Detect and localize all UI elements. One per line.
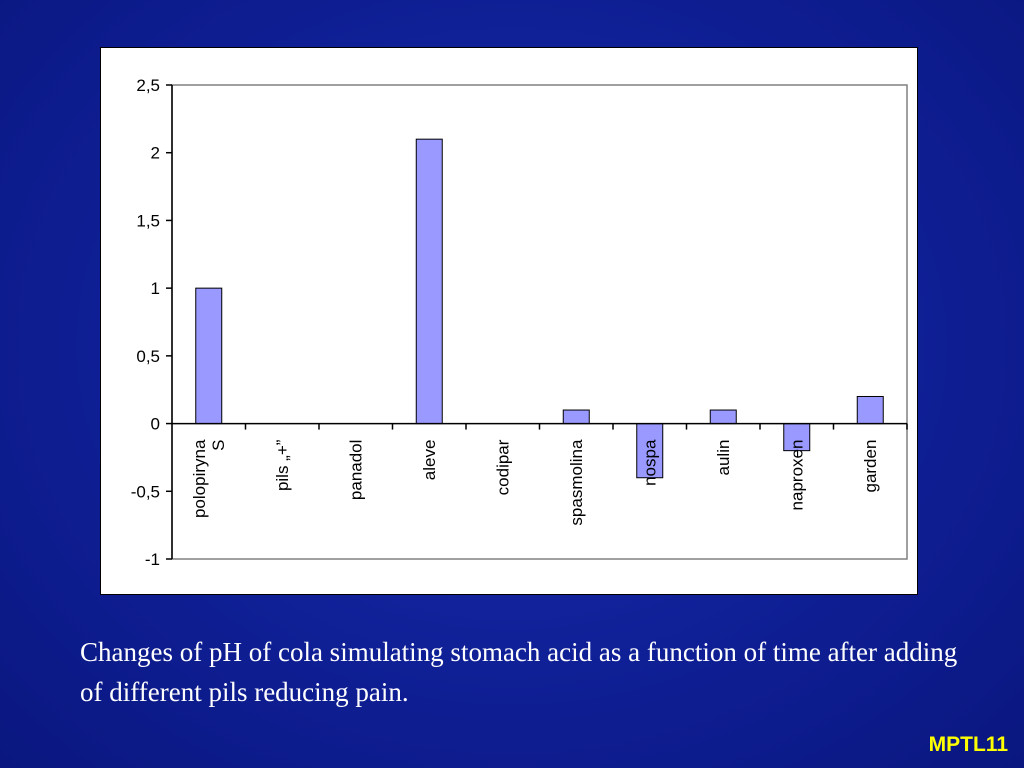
y-tick-label: 2,5 [136, 76, 160, 95]
category-label: pils „+” [273, 439, 292, 491]
category-label: codipar [494, 439, 513, 495]
category-label: panadol [347, 440, 366, 501]
category-label: aulin [714, 440, 733, 476]
category-label: aleve [420, 440, 439, 481]
bar [856, 395, 884, 425]
bar [415, 138, 443, 425]
bars-group [195, 138, 884, 479]
x-axis [172, 422, 908, 430]
bar [783, 423, 811, 452]
bar [562, 409, 590, 425]
y-tick-label: -0,5 [131, 482, 160, 501]
footer-tag: MPTL11 [928, 733, 1008, 756]
bar [636, 423, 664, 479]
category-label: naproxen [788, 440, 807, 511]
y-tick-label: 0,5 [136, 347, 160, 366]
y-tick-label: 2 [151, 144, 160, 163]
y-tick-label: -1 [145, 550, 160, 569]
bar [709, 409, 737, 425]
bar [195, 287, 223, 425]
slide-caption: Changes of pH of cola simulating stomach… [80, 637, 958, 707]
category-label: spasmolina [567, 439, 586, 526]
category-label: polopiryna [190, 439, 209, 518]
y-axis: 2,5 2 1,5 1 0,5 0 -0,5 -1 [131, 76, 173, 569]
category-label: S [209, 440, 228, 451]
y-tick-label: 0 [151, 415, 160, 434]
category-label: garden [861, 440, 880, 493]
category-label: nospa [641, 439, 660, 486]
y-tick-label: 1 [151, 279, 160, 298]
y-tick-label: 1,5 [136, 211, 160, 230]
